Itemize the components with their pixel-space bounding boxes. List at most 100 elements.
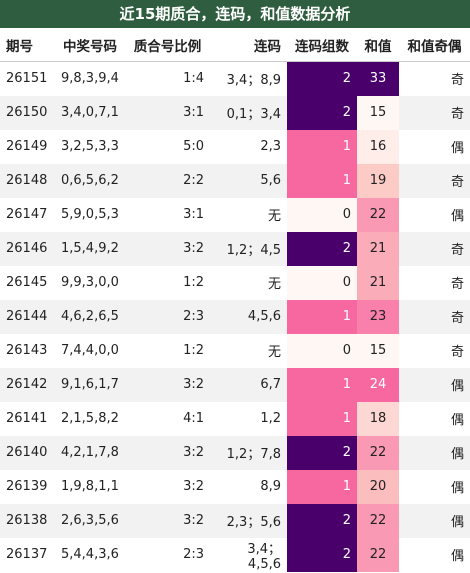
cell: 1,2；4,5 [210,231,287,266]
cell: 4,5,6 [210,299,287,334]
cell: 7,4,4,0,0 [61,343,119,358]
cell: 9,1,6,1,7 [55,367,125,402]
cell: 5,6 [210,163,287,198]
heat-cell: 2 [287,231,357,266]
heat-cell: 23 [357,299,399,334]
cell: 26149 [6,139,48,154]
table-row: 26140 4,2,1,7,8 3:2 1,2；7,8 2 22 偶 [0,435,470,470]
table-row: 26142 9,1,6,1,7 3:2 6,7 1 24 偶 [0,367,470,402]
cell: 2,6,3,5,6 [55,503,125,538]
cell: 26147 [6,207,48,222]
cell: 3:2 [125,231,210,266]
table-row: 26145 9,9,3,0,0 1:2 无 0 21 奇 [0,265,470,300]
cell: 2,3；5,6 [210,503,287,538]
cell: 26137 [6,547,48,562]
cell: 奇 [399,231,470,266]
column-header: 中奖号码 [55,28,125,62]
cell: 1:2 [183,343,204,358]
table-row: 26139 1,9,8,1,1 3:2 8,9 1 20 偶 [0,469,470,504]
column-header: 质合号比例 [125,28,210,62]
cell: 偶 [399,435,470,470]
heat-cell: 21 [357,231,399,266]
cell: 1:2 [183,275,204,290]
cell: 3:1 [183,207,204,222]
cell: 26145 [6,275,48,290]
cell: 偶 [450,141,464,156]
cell: 26141 [6,411,48,426]
cell: 26138 [0,503,55,538]
table-row: 26141 2,1,5,8,2 4:1 1,2 1 18 偶 [0,401,470,436]
heat-cell: 24 [357,367,399,402]
heat-cell: 21 [357,265,399,300]
cell: 偶 [450,209,464,224]
cell: 1,2；7,8 [210,435,287,470]
cell: 偶 [399,367,470,402]
cell: 3:2 [125,435,210,470]
heat-cell: 1 [287,129,357,164]
heat-cell: 0 [287,333,357,368]
cell: 无 [267,209,281,224]
cell: 9,8,3,9,4 [61,71,119,87]
cell: 0,6,5,6,2 [55,163,125,198]
cell: 26150 [0,95,55,130]
cell: 无 [267,345,281,360]
cell: 5:0 [183,139,204,154]
cell: 奇 [450,73,464,89]
cell: 26146 [0,231,55,266]
cell: 偶 [450,549,464,564]
cell: 3:1 [125,95,210,130]
cell: 3,4；4,5,6 [247,541,281,572]
cell: 26142 [0,367,55,402]
cell: 无 [267,277,281,292]
header-row: 期号 中奖号码 质合号比例 连码 连码组数 和值 和值奇偶 [0,28,470,62]
cell: 2:2 [125,163,210,198]
cell: 3,2,5,3,3 [61,139,119,154]
title-bar: 近15期质合，连码，和值数据分析 [0,0,470,28]
table-row: 26148 0,6,5,6,2 2:2 5,6 1 19 奇 [0,163,470,198]
cell: 2,3 [260,139,281,154]
heat-cell: 22 [357,197,399,232]
cell: 2,1,5,8,2 [61,411,119,426]
heat-cell: 1 [287,299,357,334]
cell: 奇 [399,163,470,198]
heat-cell: 2 [287,503,357,538]
cell: 2:3 [183,547,204,562]
column-header: 连码组数 [287,28,357,62]
cell: 4,2,1,7,8 [55,435,125,470]
table-row: 26149 3,2,5,3,3 5:0 2,3 1 16 偶 [0,129,470,164]
heat-cell: 22 [357,503,399,538]
heat-cell: 1 [287,163,357,198]
cell: 1:4 [183,71,204,87]
cell: 9,9,3,0,0 [61,275,119,290]
cell: 26144 [0,299,55,334]
cell: 1,5,4,9,2 [55,231,125,266]
cell: 奇 [399,299,470,334]
column-header: 和值 [357,28,399,62]
heat-cell: 2 [287,95,357,130]
cell: 1,9,8,1,1 [61,479,119,494]
cell: 3,4,0,7,1 [55,95,125,130]
cell: 5,4,4,3,6 [61,547,119,562]
heat-cell: 2 [287,537,357,572]
column-header: 连码 [210,28,287,62]
heat-cell: 22 [357,537,399,572]
heat-cell: 22 [357,435,399,470]
heat-cell: 16 [357,129,399,164]
cell: 26148 [0,163,55,198]
table-row: 26144 4,6,2,6,5 2:3 4,5,6 1 23 奇 [0,299,470,334]
cell: 4,6,2,6,5 [55,299,125,334]
heat-cell: 15 [357,95,399,130]
cell: 26151 [6,71,48,87]
cell: 奇 [399,95,470,130]
cell: 6,7 [210,367,287,402]
cell: 3:2 [183,479,204,494]
cell: 0,1；3,4 [210,95,287,130]
heat-cell: 18 [357,401,399,436]
data-table: 期号 中奖号码 质合号比例 连码 连码组数 和值 和值奇偶 26151 9,8,3,9,4 1:… [0,28,470,572]
cell: 偶 [399,503,470,538]
heat-cell: 1 [287,469,357,504]
table-row: 26150 3,4,0,7,1 3:1 0,1；3,4 2 15 奇 [0,95,470,130]
cell: 8,9 [260,479,281,494]
heat-cell: 33 [357,61,399,96]
